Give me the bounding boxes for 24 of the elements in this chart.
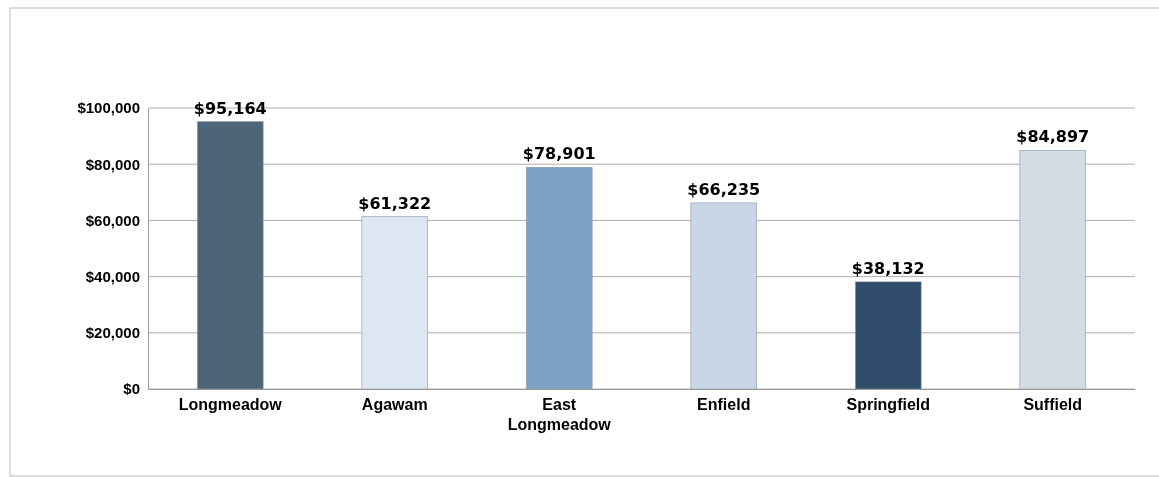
bar (690, 202, 757, 390)
bar (197, 121, 264, 390)
bar (855, 281, 922, 390)
bar (361, 216, 428, 390)
x-tick-label: Agawam (361, 396, 428, 414)
bar (526, 166, 593, 390)
x-tick-label: Springfield (846, 396, 931, 414)
data-label: $95,164 (193, 98, 267, 118)
data-label: $61,322 (358, 193, 432, 213)
data-label: $66,235 (687, 179, 761, 199)
data-label: $84,897 (1016, 127, 1090, 147)
y-tick-label: $100,000 (77, 99, 140, 117)
y-tick-label: $80,000 (85, 155, 140, 173)
x-tick-label: East Longmeadow (507, 396, 612, 434)
y-tick-label: $0 (123, 380, 140, 398)
y-tick-label: $60,000 (85, 211, 140, 229)
y-tick-label: $40,000 (85, 267, 140, 285)
x-tick-label: Suffield (1023, 396, 1083, 414)
x-tick-label: Longmeadow (178, 396, 283, 414)
bar (1019, 150, 1086, 390)
data-label: $38,132 (851, 258, 925, 278)
y-tick-label: $20,000 (85, 324, 140, 342)
x-tick-label: Enfield (697, 396, 751, 414)
data-label: $78,901 (522, 144, 596, 164)
